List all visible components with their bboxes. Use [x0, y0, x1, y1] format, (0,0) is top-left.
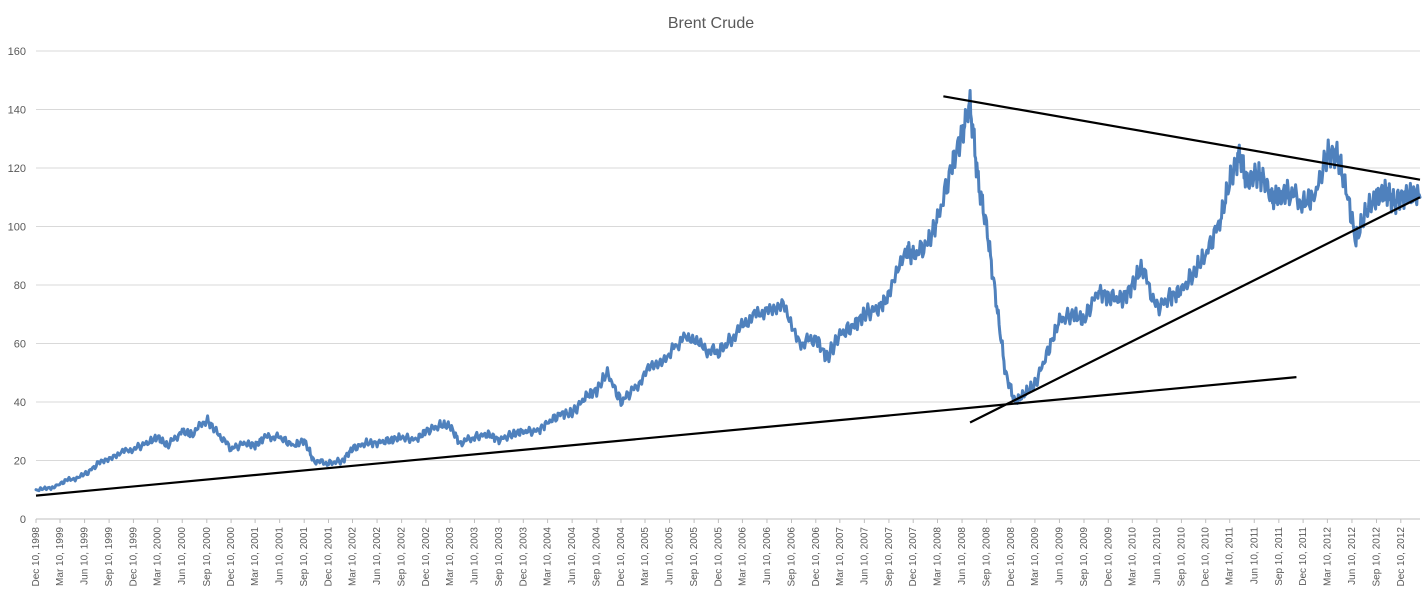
x-tick-label: Mar 10, 2006: [737, 527, 748, 586]
x-tick-label: Dec 10, 2001: [323, 527, 334, 587]
x-tick-label: Dec 10, 2009: [1103, 527, 1114, 587]
x-tick-label: Sep 10, 2007: [884, 527, 895, 587]
x-tick-label: Mar 10, 2007: [835, 527, 846, 586]
x-tick-label: Mar 10, 2008: [932, 527, 943, 586]
x-tick-label: Sep 10, 2010: [1176, 527, 1187, 587]
x-tick-label: Mar 10, 2011: [1225, 527, 1236, 586]
y-tick-label: 0: [20, 514, 26, 526]
y-tick-label: 40: [14, 397, 26, 409]
y-tick-label: 80: [14, 280, 26, 292]
x-tick-label: Mar 10, 2000: [153, 527, 164, 586]
x-tick-label: Jun 10, 2008: [957, 527, 968, 585]
x-tick-label: Mar 10, 2001: [250, 527, 261, 586]
x-tick-label: Mar 10, 2012: [1322, 527, 1333, 586]
y-tick-label: 160: [8, 46, 26, 58]
x-tick-label: Jun 10, 2010: [1152, 527, 1163, 585]
x-tick-label: Sep 10, 2006: [787, 527, 798, 587]
gridlines: [36, 50, 1420, 520]
x-tick-label: Jun 10, 2004: [567, 527, 578, 585]
x-tick-label: Mar 10, 2009: [1030, 527, 1041, 586]
x-tick-label: Dec 10, 2008: [1006, 527, 1017, 587]
x-tick-label: Mar 10, 1999: [55, 527, 66, 586]
x-tick-label: Dec 10, 2003: [518, 527, 529, 587]
x-tick-label: Sep 10, 2009: [1079, 527, 1090, 587]
x-tick-label: Sep 10, 2011: [1274, 527, 1285, 586]
x-tick-label: Jun 10, 2002: [372, 527, 383, 585]
x-tick-label: Sep 10, 1999: [104, 527, 115, 587]
x-tick-label: Mar 10, 2004: [543, 527, 554, 586]
x-tick-label: Dec 10, 1999: [128, 527, 139, 587]
brent-price-series-line: [34, 89, 1422, 493]
x-tick-label: Mar 10, 2003: [445, 527, 456, 586]
x-tick-label: Sep 10, 2005: [689, 527, 700, 587]
x-tick-label: Sep 10, 2008: [982, 527, 993, 587]
chart-title: Brent Crude: [668, 15, 754, 32]
x-tick-label: Dec 10, 2000: [226, 527, 237, 587]
x-tick-label: Jun 10, 2001: [275, 527, 286, 585]
x-tick-label: Dec 10, 1998: [31, 527, 42, 587]
x-tick-label: Jun 10, 2003: [469, 527, 480, 585]
x-axis: Dec 10, 1998 Mar 10, 1999 Jun 10, 1999 Sep …: [31, 519, 1407, 587]
y-tick-label: 120: [8, 163, 26, 175]
x-tick-label: Mar 10, 2002: [348, 527, 359, 586]
x-tick-label: Jun 10, 2006: [762, 527, 773, 585]
trendlines: [35, 95, 1421, 497]
y-tick-label: 60: [14, 339, 26, 351]
x-tick-label: Jun 10, 2000: [177, 527, 188, 585]
y-tick-label: 140: [8, 105, 26, 117]
x-tick-label: Mar 10, 2010: [1127, 527, 1138, 586]
x-tick-label: Dec 10, 2007: [908, 527, 919, 587]
x-tick-label: Dec 10, 2012: [1396, 527, 1407, 587]
x-tick-label: Dec 10, 2006: [811, 527, 822, 587]
x-tick-label: Sep 10, 2000: [202, 527, 213, 587]
x-tick-label: Jun 10, 2012: [1347, 527, 1358, 585]
x-tick-label: Dec 10, 2010: [1201, 527, 1212, 587]
x-tick-label: Jun 10, 2007: [859, 527, 870, 585]
x-tick-label: Dec 10, 2002: [421, 527, 432, 587]
x-tick-label: Mar 10, 2005: [640, 527, 651, 586]
x-tick-label: Dec 10, 2005: [713, 527, 724, 587]
x-tick-label: Jun 10, 1999: [80, 527, 91, 585]
x-tick-label: Sep 10, 2003: [494, 527, 505, 587]
trendline: [943, 95, 1421, 181]
x-tick-label: Dec 10, 2011: [1298, 527, 1309, 586]
x-tick-label: Dec 10, 2004: [616, 527, 627, 587]
x-tick-label: Jun 10, 2009: [1054, 527, 1065, 585]
x-tick-label: Sep 10, 2004: [592, 527, 603, 587]
x-tick-label: Sep 10, 2001: [299, 527, 310, 587]
y-axis: 0 20 40 60 80 100 120 140 160: [8, 46, 26, 526]
x-tick-label: Sep 10, 2012: [1371, 527, 1382, 587]
trendline: [969, 196, 1421, 424]
x-tick-label: Jun 10, 2011: [1249, 527, 1260, 585]
y-tick-label: 100: [8, 222, 26, 234]
trendline: [35, 376, 1297, 497]
y-tick-label: 20: [14, 456, 26, 468]
x-tick-label: Jun 10, 2005: [665, 527, 676, 585]
x-tick-label: Sep 10, 2002: [397, 527, 408, 587]
